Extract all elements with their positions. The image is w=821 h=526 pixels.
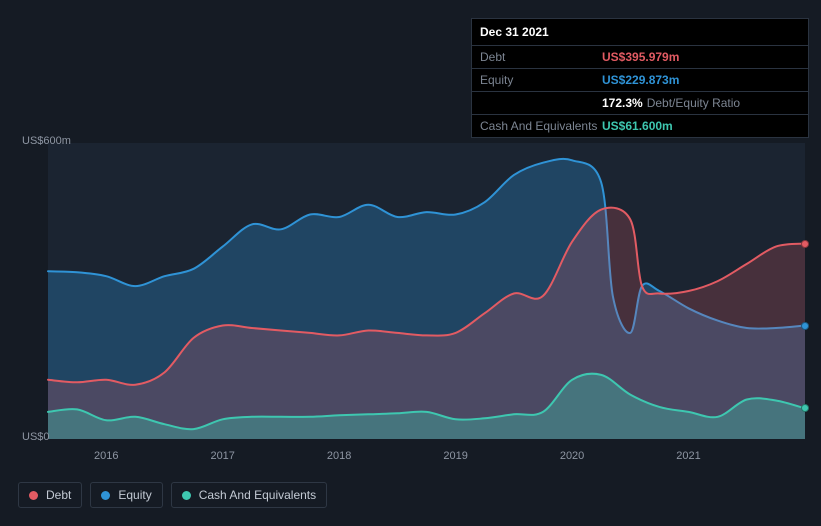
legend-dot-icon xyxy=(29,491,38,500)
series-end-marker xyxy=(801,240,809,248)
legend-item-equity[interactable]: Equity xyxy=(90,482,162,508)
tooltip-row-equity: Equity US$229.873m xyxy=(472,69,808,92)
tooltip-date: Dec 31 2021 xyxy=(472,19,808,46)
x-axis-label: 2018 xyxy=(327,450,351,462)
tooltip-label: Debt xyxy=(480,50,602,64)
legend-label: Cash And Equivalents xyxy=(199,488,316,502)
series-end-marker xyxy=(801,404,809,412)
chart-tooltip: Dec 31 2021 Debt US$395.979m Equity US$2… xyxy=(471,18,809,138)
legend-dot-icon xyxy=(182,491,191,500)
tooltip-row-cash: Cash And Equivalents US$61.600m xyxy=(472,115,808,137)
y-axis-label: US$600m xyxy=(22,135,71,147)
tooltip-label: Cash And Equivalents xyxy=(480,119,602,133)
series-end-marker xyxy=(801,322,809,330)
tooltip-value: US$229.873m xyxy=(602,73,679,87)
tooltip-row-debt: Debt US$395.979m xyxy=(472,46,808,69)
x-axis-label: 2016 xyxy=(94,450,118,462)
legend-item-cash[interactable]: Cash And Equivalents xyxy=(171,482,327,508)
legend-label: Debt xyxy=(46,488,71,502)
tooltip-ratio-label: Debt/Equity Ratio xyxy=(647,96,740,110)
legend-dot-icon xyxy=(101,491,110,500)
tooltip-ratio: 172.3% xyxy=(602,96,643,110)
tooltip-value: US$395.979m xyxy=(602,50,679,64)
tooltip-row-ratio: 172.3% Debt/Equity Ratio xyxy=(472,92,808,115)
tooltip-value: US$61.600m xyxy=(602,119,673,133)
x-axis-label: 2019 xyxy=(443,450,467,462)
tooltip-label: Equity xyxy=(480,73,602,87)
x-axis-label: 2017 xyxy=(210,450,234,462)
legend-item-debt[interactable]: Debt xyxy=(18,482,82,508)
legend-label: Equity xyxy=(118,488,151,502)
chart-plot-area[interactable] xyxy=(48,143,805,439)
y-axis-label: US$0 xyxy=(22,431,50,443)
x-axis-label: 2021 xyxy=(676,450,700,462)
chart-legend: Debt Equity Cash And Equivalents xyxy=(18,482,327,508)
x-axis-label: 2020 xyxy=(560,450,584,462)
tooltip-label xyxy=(480,96,602,110)
